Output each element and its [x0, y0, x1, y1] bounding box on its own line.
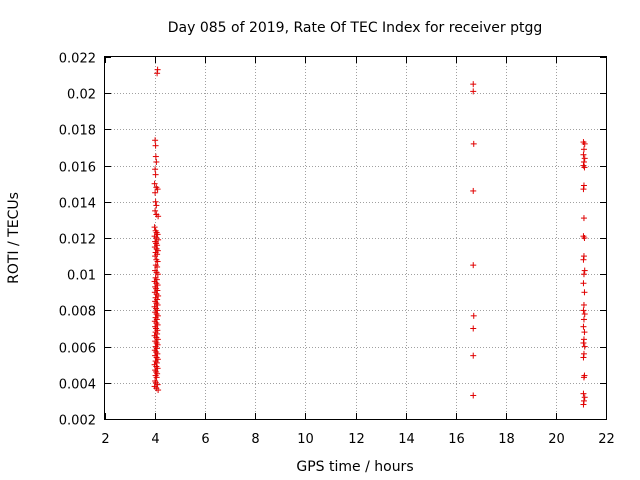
x-tick-label: 8	[251, 432, 259, 447]
y-tick-label: 0.022	[59, 52, 96, 67]
data-point	[152, 171, 159, 178]
data-point	[151, 180, 158, 187]
x-tick-label: 10	[297, 432, 314, 447]
data-point	[152, 198, 159, 205]
data-point	[470, 325, 477, 332]
data-point	[152, 189, 159, 196]
x-tick-label: 16	[448, 432, 465, 447]
data-point	[580, 271, 587, 278]
data-point	[154, 271, 161, 278]
data-point	[581, 140, 588, 147]
data-point	[580, 215, 587, 222]
data-point	[580, 151, 587, 158]
data-point	[470, 88, 477, 95]
data-point	[152, 137, 159, 144]
data-point	[580, 186, 587, 193]
data-point	[470, 392, 477, 399]
y-tick-label: 0.02	[67, 88, 96, 103]
data-point	[581, 311, 588, 318]
data-point	[580, 350, 587, 357]
y-tick-label: 0.012	[59, 233, 96, 248]
data-point	[155, 213, 162, 220]
data-point	[154, 263, 161, 270]
data-point	[580, 397, 587, 404]
data-point	[152, 207, 159, 214]
x-tick-label: 18	[498, 432, 515, 447]
data-point	[155, 236, 162, 243]
data-point	[581, 329, 588, 336]
data-point	[154, 258, 161, 265]
data-point	[470, 187, 477, 194]
x-axis-title: GPS time / hours	[296, 459, 413, 475]
data-point	[580, 280, 587, 287]
data-point	[470, 140, 477, 147]
x-tick-label: 20	[548, 432, 565, 447]
x-tick-label: 14	[398, 432, 415, 447]
x-tick-label: 6	[201, 432, 209, 447]
data-point	[580, 336, 587, 343]
x-tick-label: 12	[348, 432, 365, 447]
y-tick-label: 0.014	[59, 197, 96, 212]
x-tick-label: 4	[151, 432, 159, 447]
data-point	[580, 256, 587, 263]
plot-frame	[104, 56, 607, 420]
y-tick-label: 0.002	[59, 414, 96, 429]
x-tick-label: 2	[101, 432, 109, 447]
data-point	[152, 142, 159, 149]
data-point	[154, 381, 161, 388]
x-tick-label: 22	[598, 432, 615, 447]
y-tick-label: 0.004	[59, 378, 96, 393]
data-point	[580, 158, 587, 165]
data-point	[581, 289, 588, 296]
chart-title: Day 085 of 2019, Rate Of TEC Index for r…	[168, 20, 543, 36]
data-points	[151, 66, 588, 408]
y-tick-label: 0.008	[59, 305, 96, 320]
data-point	[580, 301, 587, 308]
data-point	[580, 401, 587, 408]
data-point	[155, 387, 162, 394]
data-point	[470, 81, 477, 88]
y-axis-title: ROTI / TECUs	[6, 192, 22, 284]
data-point	[151, 224, 158, 231]
data-point	[153, 374, 160, 381]
data-point	[154, 301, 161, 308]
data-point	[580, 374, 587, 381]
data-point	[580, 316, 587, 323]
data-point	[152, 153, 159, 160]
data-point	[470, 262, 477, 269]
grid	[105, 57, 606, 419]
data-point	[152, 166, 159, 173]
data-point	[154, 70, 161, 77]
data-point	[581, 164, 588, 171]
y-tick-label: 0.018	[59, 124, 96, 139]
data-point	[470, 352, 477, 359]
axes: 2 4 6 8 10 12 14 16 18 20 22 0.002 0.004 0.006 0.008 0.…	[59, 52, 615, 448]
data-point	[581, 394, 588, 401]
data-point	[581, 267, 588, 274]
data-point	[580, 146, 587, 153]
data-point	[580, 253, 587, 260]
y-tick-label: 0.01	[67, 269, 96, 284]
data-point	[154, 66, 161, 73]
data-point	[580, 354, 587, 361]
data-point	[580, 307, 587, 314]
data-point	[154, 231, 161, 238]
data-point	[581, 155, 588, 162]
data-point	[580, 182, 587, 189]
data-point	[470, 312, 477, 319]
data-point	[580, 390, 587, 397]
data-point	[153, 202, 160, 209]
data-point	[153, 158, 160, 165]
data-point	[581, 343, 588, 350]
data-point	[152, 253, 159, 260]
data-point	[580, 323, 587, 330]
y-tick-label: 0.006	[59, 342, 96, 357]
data-point	[154, 186, 161, 193]
data-point	[581, 235, 588, 241]
data-point	[580, 339, 587, 346]
y-tick-label: 0.016	[59, 161, 96, 176]
